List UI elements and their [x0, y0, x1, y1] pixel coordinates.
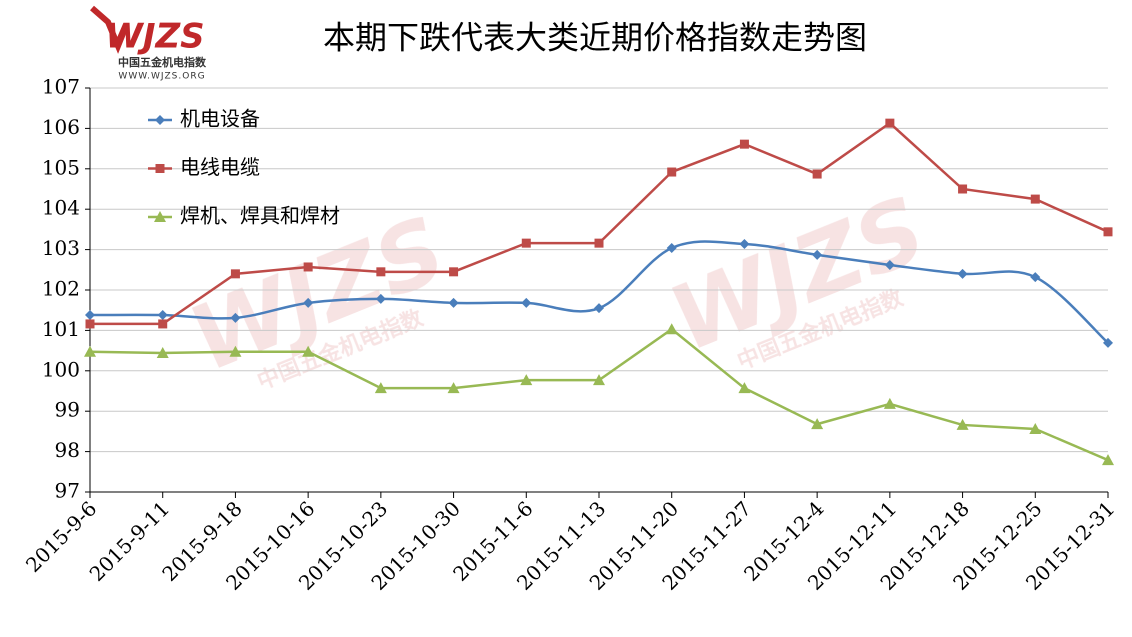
logo-name: 中国五金机电指数: [118, 55, 207, 69]
y-tick-label: 99: [55, 398, 80, 422]
marker: [157, 310, 168, 321]
marker: [85, 319, 95, 329]
marker: [230, 269, 240, 279]
logo-mark: WJZS: [105, 17, 204, 57]
marker: [666, 242, 677, 253]
marker: [1103, 337, 1113, 348]
marker: [1030, 272, 1041, 283]
y-tick-label: 102: [42, 277, 80, 301]
marker: [812, 249, 823, 260]
marker: [375, 293, 386, 304]
marker: [521, 238, 531, 248]
marker: [958, 184, 968, 194]
legend-entry: 焊机、焊具和焊材: [148, 204, 340, 228]
marker: [447, 382, 460, 394]
marker: [1103, 227, 1113, 237]
marker: [667, 167, 677, 177]
y-tick-label: 105: [42, 155, 80, 179]
y-tick-label: 98: [55, 438, 80, 462]
marker: [665, 323, 678, 335]
legend-label: 焊机、焊具和焊材: [180, 204, 340, 228]
chart-title: 本期下跌代表大类近期价格指数走势图: [323, 19, 867, 57]
watermark: WJZS 中国五金机电指数: [176, 197, 459, 395]
marker: [884, 259, 895, 270]
marker: [374, 382, 387, 394]
marker: [883, 397, 896, 409]
y-tick-label: 101: [42, 317, 80, 341]
marker: [811, 418, 824, 430]
marker: [154, 211, 166, 222]
marker: [957, 268, 968, 279]
marker: [812, 169, 822, 179]
series: [84, 323, 1114, 466]
marker: [1029, 422, 1042, 434]
logo-url: WWW.WJZS.ORG: [118, 72, 205, 82]
marker: [593, 374, 605, 386]
legend-label: 机电设备: [180, 107, 260, 131]
y-tick-label: 107: [42, 75, 80, 99]
legend-entry: 机电设备: [148, 107, 260, 131]
marker: [448, 297, 459, 308]
marker: [885, 118, 895, 128]
y-tick-label: 103: [42, 236, 80, 260]
marker: [84, 345, 96, 357]
legend-label: 电线电缆: [180, 155, 260, 179]
logo: WJZS 中国五金机电指数 WWW.WJZS.ORG: [90, 5, 207, 82]
marker: [303, 297, 314, 308]
marker: [449, 267, 459, 277]
marker: [956, 418, 969, 430]
marker: [302, 345, 315, 357]
marker: [739, 238, 750, 249]
y-tick-label: 104: [42, 196, 80, 220]
marker: [739, 139, 749, 149]
marker: [376, 267, 386, 277]
marker: [156, 347, 169, 359]
marker: [230, 312, 241, 323]
marker: [520, 374, 533, 386]
marker: [594, 238, 604, 248]
marker: [155, 164, 165, 173]
marker: [158, 319, 168, 329]
marker: [85, 310, 95, 321]
marker: [303, 262, 313, 272]
series: [85, 118, 1113, 329]
marker: [738, 382, 751, 394]
series: [85, 238, 1113, 348]
y-tick-label: 100: [42, 357, 80, 381]
y-tick-label: 97: [55, 479, 80, 503]
marker: [594, 303, 604, 314]
marker: [1030, 194, 1040, 204]
marker: [521, 297, 532, 308]
marker: [155, 115, 165, 125]
logo-arrow: [90, 5, 129, 54]
y-tick-label: 106: [42, 115, 80, 139]
legend-entry: 电线电缆: [148, 155, 260, 179]
marker: [229, 345, 242, 357]
marker: [1102, 454, 1114, 466]
